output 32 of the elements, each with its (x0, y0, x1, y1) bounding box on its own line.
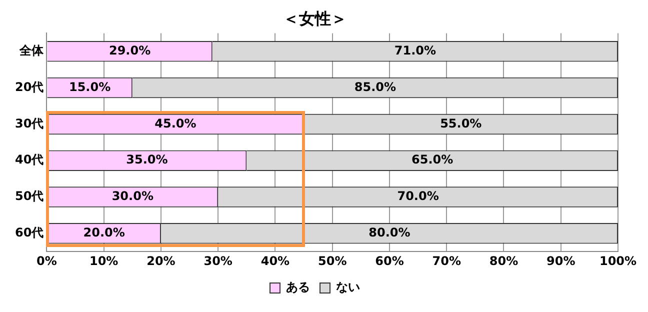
x-tick-label: 80% (489, 254, 518, 268)
data-label: 85.0% (354, 80, 396, 94)
data-label: 70.0% (397, 189, 439, 204)
y-tick-label: 20代 (14, 80, 44, 94)
data-label: 45.0% (154, 116, 196, 130)
x-tick-label: 70% (432, 254, 461, 268)
data-label: 30.0% (112, 189, 154, 204)
data-label: 80.0% (368, 226, 410, 240)
y-tick-label: 40代 (14, 152, 44, 167)
data-label: 35.0% (126, 152, 168, 167)
y-tick-label: 30代 (14, 116, 44, 130)
x-tick-label: 0% (36, 254, 57, 268)
y-tick-label: 50代 (14, 189, 44, 204)
data-label: 20.0% (83, 226, 125, 240)
x-tick-label: 30% (204, 254, 232, 268)
data-label: 55.0% (440, 116, 482, 130)
legend-label: ある (286, 280, 310, 294)
y-tick-label: 全体 (18, 44, 45, 58)
legend-label: ない (336, 280, 360, 294)
chart-title: ＜女性＞ (283, 8, 347, 28)
x-tick-label: 40% (260, 254, 290, 268)
x-tick-label: 90% (546, 254, 576, 268)
data-label: 15.0% (68, 80, 111, 94)
x-tick-label: 20% (146, 254, 176, 268)
data-label: 71.0% (394, 44, 436, 58)
x-tick-label: 60% (375, 254, 404, 268)
x-tick-label: 50% (318, 254, 347, 268)
data-label: 65.0% (412, 152, 454, 167)
data-label: 29.0% (108, 44, 151, 58)
x-tick-label: 10% (89, 254, 118, 268)
y-tick-label: 60代 (14, 226, 44, 240)
x-tick-label: 100% (599, 254, 637, 268)
